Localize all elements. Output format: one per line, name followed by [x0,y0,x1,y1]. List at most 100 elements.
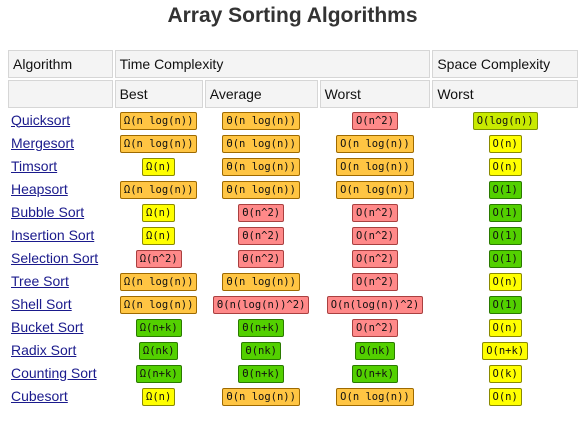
worst-complexity-badge: O(n log(n)) [336,181,414,199]
space-cell: O(1) [432,179,578,200]
average-cell: Θ(n^2) [205,202,318,223]
average-cell: Θ(nk) [205,340,318,361]
worst-cell: O(n log(n)) [320,156,431,177]
space-complexity-badge: O(1) [488,181,522,199]
table-row: Selection Sort Ω(n^2) Θ(n^2) O(n^2) O(1) [8,248,578,269]
worst-complexity-badge: O(n^2) [351,112,398,130]
average-complexity-badge: Θ(n log(n)) [222,158,300,176]
algorithm-link[interactable]: Bubble Sort [11,203,85,220]
table-row: Counting Sort Ω(n+k) Θ(n+k) O(n+k) O(k) [8,363,578,384]
space-complexity-badge: O(n) [488,388,522,406]
table-row: Heapsort Ω(n log(n)) Θ(n log(n)) O(n log(n)… [8,179,578,200]
table-body: Quicksort Ω(n log(n)) Θ(n log(n)) O(n^2) O(l… [8,110,578,407]
header-algorithm: Algorithm [8,50,113,78]
average-cell: Θ(n(log(n))^2) [205,294,318,315]
worst-complexity-badge: O(nk) [355,342,395,360]
average-cell: Θ(n log(n)) [205,156,318,177]
worst-cell: O(n log(n)) [320,179,431,200]
algorithm-link[interactable]: Heapsort [11,180,68,197]
worst-cell: O(n(log(n))^2) [320,294,431,315]
table-row: Radix Sort Ω(nk) Θ(nk) O(nk) O(n+k) [8,340,578,361]
algorithm-cell: Shell Sort [8,294,113,315]
best-cell: Ω(n+k) [115,363,203,384]
average-complexity-badge: Θ(n log(n)) [222,181,300,199]
worst-complexity-badge: O(n^2) [351,204,398,222]
average-complexity-badge: Θ(n+k) [238,319,285,337]
worst-cell: O(n log(n)) [320,386,431,407]
best-cell: Ω(n log(n)) [115,294,203,315]
space-complexity-badge: O(n) [488,273,522,291]
algorithm-cell: Counting Sort [8,363,113,384]
average-cell: Θ(n^2) [205,248,318,269]
space-cell: O(k) [432,363,578,384]
space-cell: O(1) [432,225,578,246]
best-complexity-badge: Ω(n) [142,388,176,406]
algorithm-link[interactable]: Insertion Sort [11,226,95,243]
algorithm-link[interactable]: Mergesort [11,134,75,151]
table-row: Mergesort Ω(n log(n)) Θ(n log(n)) O(n log(n… [8,133,578,154]
table-row: Cubesort Ω(n) Θ(n log(n)) O(n log(n)) O(n) [8,386,578,407]
header-worst: Worst [319,80,431,108]
table-row: Bucket Sort Ω(n+k) Θ(n+k) O(n^2) O(n) [8,317,578,338]
space-cell: O(1) [432,294,578,315]
worst-complexity-badge: O(n(log(n))^2) [326,296,424,314]
average-cell: Θ(n log(n)) [205,271,318,292]
worst-cell: O(n^2) [320,248,431,269]
average-complexity-badge: Θ(n log(n)) [222,135,300,153]
best-complexity-badge: Ω(n log(n)) [119,112,198,130]
space-complexity-badge: O(n) [488,135,522,153]
algorithm-link[interactable]: Quicksort [11,111,71,128]
best-cell: Ω(n+k) [115,317,203,338]
worst-cell: O(n^2) [320,271,431,292]
table-row: Bubble Sort Ω(n) Θ(n^2) O(n^2) O(1) [8,202,578,223]
average-complexity-badge: Θ(n log(n)) [222,273,300,291]
best-cell: Ω(n) [115,202,203,223]
best-cell: Ω(n log(n)) [115,179,203,200]
space-cell: O(n) [432,386,578,407]
average-complexity-badge: Θ(n log(n)) [222,112,300,130]
algorithm-link[interactable]: Shell Sort [11,295,72,312]
average-cell: Θ(n log(n)) [205,110,318,131]
algorithm-cell: Quicksort [8,110,113,131]
worst-cell: O(n^2) [320,202,431,223]
algorithm-cell: Timsort [8,156,113,177]
algorithm-cell: Selection Sort [8,248,113,269]
average-complexity-badge: Θ(nk) [241,342,281,360]
header-empty [8,80,113,108]
table-row: Quicksort Ω(n log(n)) Θ(n log(n)) O(n^2) O(l… [8,110,578,131]
worst-cell: O(n+k) [320,363,431,384]
header-average: Average [204,80,318,108]
algorithm-cell: Cubesort [8,386,113,407]
space-complexity-badge: O(1) [488,204,522,222]
average-cell: Θ(n^2) [205,225,318,246]
algorithm-cell: Heapsort [8,179,113,200]
table-row: Insertion Sort Ω(n) Θ(n^2) O(n^2) O(1) [8,225,578,246]
algorithm-cell: Insertion Sort [8,225,113,246]
best-complexity-badge: Ω(n log(n)) [119,296,198,314]
worst-cell: O(n^2) [320,317,431,338]
algorithm-link[interactable]: Cubesort [11,387,68,404]
best-complexity-badge: Ω(n^2) [135,250,182,268]
best-complexity-badge: Ω(n log(n)) [119,135,198,153]
algorithm-link[interactable]: Counting Sort [11,364,97,381]
algorithm-link[interactable]: Bucket Sort [11,318,84,335]
best-complexity-badge: Ω(n) [142,158,176,176]
header-space-complexity: Space Complexity [432,50,578,78]
best-cell: Ω(nk) [115,340,203,361]
best-complexity-badge: Ω(n+k) [135,365,182,383]
space-complexity-badge: O(n) [488,158,522,176]
algorithm-link[interactable]: Tree Sort [11,272,69,289]
algorithm-cell: Radix Sort [8,340,113,361]
header-best: Best [114,80,203,108]
worst-complexity-badge: O(n^2) [351,227,398,245]
average-complexity-badge: Θ(n^2) [238,204,285,222]
average-complexity-badge: Θ(n log(n)) [222,388,300,406]
space-complexity-badge: O(k) [488,365,522,383]
algorithm-cell: Mergesort [8,133,113,154]
average-cell: Θ(n log(n)) [205,179,318,200]
algorithm-link[interactable]: Timsort [11,157,58,174]
algorithm-link[interactable]: Selection Sort [11,249,99,266]
best-cell: Ω(n^2) [115,248,203,269]
best-cell: Ω(n log(n)) [115,110,203,131]
algorithm-link[interactable]: Radix Sort [11,341,77,358]
